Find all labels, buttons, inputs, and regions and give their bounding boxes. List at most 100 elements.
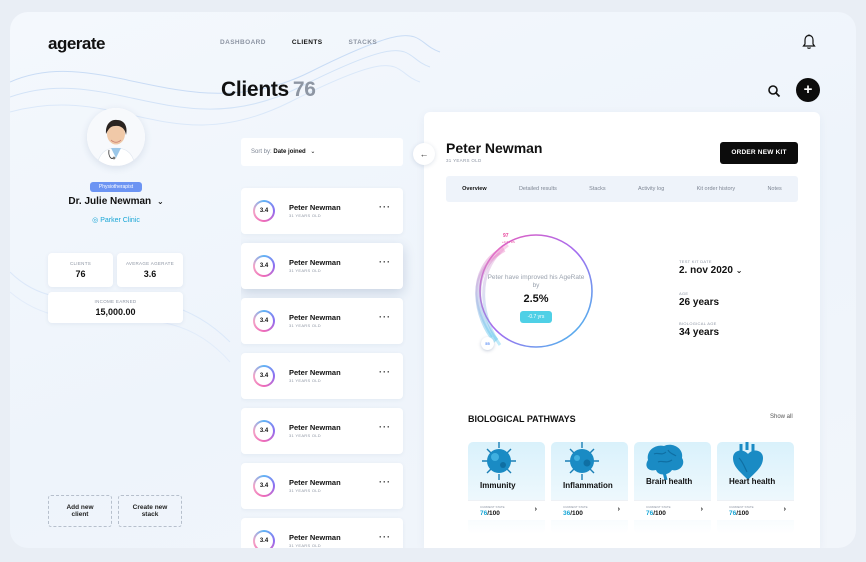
create-new-stack-label: Create new stack [132, 504, 168, 518]
client-name: Peter Newman [289, 313, 341, 322]
client-card[interactable]: 3.4 Peter Newman 31 YEARS OLD ··· [241, 353, 403, 399]
tab-activity-log[interactable]: Activity log [638, 186, 665, 192]
more-icon[interactable]: ··· [379, 532, 391, 542]
nav-clients[interactable]: CLIENTS [291, 39, 323, 46]
agerate-gauge [475, 234, 593, 348]
chevron-right-icon[interactable]: › [700, 506, 703, 513]
more-icon[interactable]: ··· [379, 202, 391, 212]
state-max: /100 [487, 510, 500, 517]
doctor-name-text: Dr. Julie Newman [68, 196, 152, 207]
state-score: 36 [563, 510, 571, 517]
sort-dropdown[interactable]: Sort by: Date joined ⌄ [241, 138, 403, 166]
add-button[interactable]: + [796, 78, 820, 102]
page-title: Clients 76 [221, 78, 316, 102]
client-card-selected[interactable]: 3.4 Peter Newman 31 YEARS OLD ··· [241, 243, 403, 289]
tab-stacks[interactable]: Stacks [589, 186, 606, 192]
more-icon[interactable]: ··· [379, 477, 391, 487]
nav-stacks[interactable]: STACKS [348, 39, 378, 46]
pathway-card-inflammation[interactable]: Inflammation CURRENT STATE 36/100 › [551, 442, 628, 534]
more-icon[interactable]: ··· [379, 257, 391, 267]
doctor-name[interactable]: Dr. Julie Newman ⌄ [48, 196, 184, 207]
pathway-footer: CURRENT STATE 76/100 › [717, 500, 794, 520]
pathway-card-immunity[interactable]: Immunity CURRENT STATE 76/100 › [468, 442, 545, 534]
state-value: 76/100 [480, 510, 500, 517]
more-icon[interactable]: ··· [379, 312, 391, 322]
gauge-pill: -0.7 yrs [520, 311, 552, 323]
client-name: Peter Newman [289, 533, 341, 542]
pathway-card-heart[interactable]: Heart health CURRENT STATE 76/100 › [717, 442, 794, 534]
back-arrow-icon[interactable]: ← [413, 143, 435, 165]
heart-icon [733, 442, 763, 480]
score-ring: 3.4 [253, 420, 275, 442]
search-icon[interactable] [767, 84, 781, 98]
client-card[interactable]: 3.4 Peter Newman 31 YEARS OLD ··· [241, 518, 403, 548]
role-badge: Physiotherapist [90, 182, 142, 192]
tab-overview[interactable]: Overview [462, 186, 487, 192]
chevron-down-icon: ⌄ [310, 149, 316, 155]
clinic-link[interactable]: ◎ Parker Clinic [48, 216, 184, 224]
page-title-text: Clients [221, 78, 289, 101]
stat-income-value: 15,000.00 [95, 307, 136, 317]
clinic-name: Parker Clinic [100, 217, 140, 224]
create-new-stack-button[interactable]: Create new stack [118, 495, 182, 527]
client-card[interactable]: 3.4 Peter Newman 31 YEARS OLD ··· [241, 463, 403, 509]
state-max: /100 [736, 510, 749, 517]
pathways-title: BIOLOGICAL PATHWAYS [468, 414, 576, 424]
order-new-kit-button[interactable]: ORDER NEW KIT [720, 142, 798, 164]
chevron-right-icon[interactable]: › [783, 506, 786, 513]
state-score: 76 [480, 510, 488, 517]
test-date-dropdown[interactable]: 2. nov 2020 ⌄ [679, 265, 742, 276]
add-new-client-label: Add new client [66, 504, 94, 518]
pathway-name: Brain health [646, 477, 693, 486]
tab-detailed-results[interactable]: Detailed results [518, 186, 557, 192]
nav-dashboard[interactable]: DASHBOARD [220, 39, 266, 46]
more-icon[interactable]: ··· [379, 367, 391, 377]
sort-prefix: Sort by: [251, 149, 272, 155]
gauge-top-value: 97 [503, 233, 509, 239]
virus-icon [565, 442, 599, 480]
detail-client-name: Peter Newman [446, 140, 543, 156]
client-age: 31 YEARS OLD [289, 543, 321, 548]
score-ring: 3.4 [253, 365, 275, 387]
avatar[interactable] [87, 108, 145, 166]
tab-notes[interactable]: Notes [767, 186, 782, 192]
test-date-value: 2. nov 2020 [679, 265, 733, 276]
app-logo[interactable]: agerate [48, 34, 105, 53]
tab-kit-order-history[interactable]: Kit order history [696, 186, 736, 192]
virus-icon [482, 442, 516, 480]
detail-tabs: Overview Detailed results Stacks Activit… [446, 176, 798, 202]
chevron-right-icon[interactable]: › [617, 506, 620, 513]
bio-age-value: 34 years [679, 327, 720, 338]
client-name: Peter Newman [289, 478, 341, 487]
pathway-footer: CURRENT STATE 76/100 › [468, 500, 545, 520]
show-all-link[interactable]: Show all [770, 414, 793, 420]
score-ring: 3.4 [253, 200, 275, 222]
state-max: /100 [653, 510, 666, 517]
state-label: CURRENT STATE [563, 505, 588, 509]
gauge-bottom-value: 55 [481, 337, 494, 350]
bell-icon[interactable] [802, 34, 816, 50]
client-list: Sort by: Date joined ⌄ 3.4 Peter Newman … [241, 138, 423, 548]
more-icon[interactable]: ··· [379, 422, 391, 432]
state-max: /100 [570, 510, 583, 517]
client-card[interactable]: 3.4 Peter Newman 31 YEARS OLD ··· [241, 298, 403, 344]
client-card[interactable]: 3.4 Peter Newman 31 YEARS OLD ··· [241, 188, 403, 234]
score-value: 3.4 [255, 477, 273, 495]
pathway-card-brain[interactable]: Brain health CURRENT STATE 76/100 › [634, 442, 711, 534]
state-value: 76/100 [729, 510, 749, 517]
chevron-down-icon: ⌄ [156, 197, 164, 206]
age-label: AGE [679, 291, 689, 296]
detail-client-age: 31 YEARS OLD [446, 158, 482, 163]
state-label: CURRENT STATE [729, 505, 754, 509]
chevron-down-icon: ⌄ [735, 266, 743, 275]
stat-agerate-label: AVERAGE AGERATE [125, 261, 175, 266]
client-name: Peter Newman [289, 368, 341, 377]
score-value: 3.4 [255, 367, 273, 385]
pathway-footer: CURRENT STATE 36/100 › [551, 500, 628, 520]
client-card[interactable]: 3.4 Peter Newman 31 YEARS OLD ··· [241, 408, 403, 454]
add-new-client-button[interactable]: Add new client [48, 495, 112, 527]
state-value: 36/100 [563, 510, 583, 517]
chevron-right-icon[interactable]: › [534, 506, 537, 513]
score-value: 3.4 [255, 422, 273, 440]
test-date-label: TEST KIT DATE [679, 259, 712, 264]
